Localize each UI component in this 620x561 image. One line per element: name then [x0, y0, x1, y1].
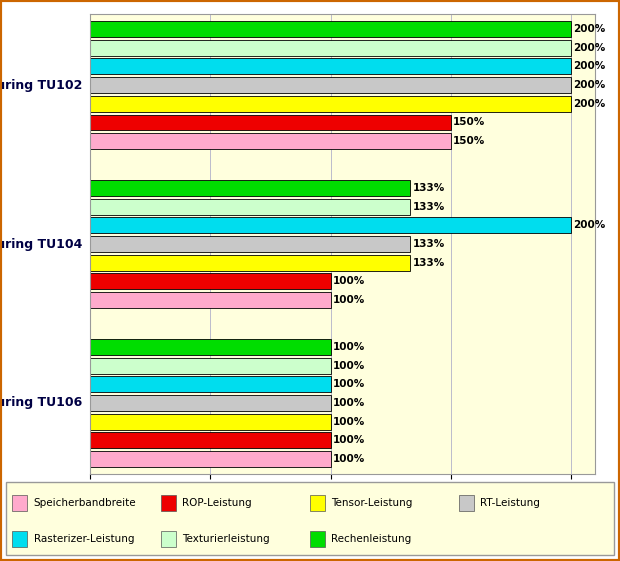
Text: 150%: 150% [453, 117, 485, 127]
Text: 200%: 200% [574, 80, 606, 90]
Bar [12, 531, 27, 548]
Bar [90, 77, 571, 93]
Bar [90, 114, 451, 130]
Bar [90, 358, 330, 374]
Bar [90, 199, 410, 214]
Text: Speicherbandbreite: Speicherbandbreite [33, 498, 136, 508]
Bar [90, 40, 571, 56]
Text: Texturierleistung: Texturierleistung [182, 534, 270, 544]
Bar [90, 395, 330, 411]
Bar [90, 339, 330, 355]
Bar [90, 451, 330, 467]
Text: 100%: 100% [333, 454, 365, 464]
Text: 100%: 100% [333, 342, 365, 352]
Text: Turing TU104: Turing TU104 [0, 237, 82, 251]
Bar [90, 180, 410, 196]
Bar [12, 495, 27, 511]
Text: 200%: 200% [574, 99, 606, 109]
Text: 100%: 100% [333, 417, 365, 427]
Bar [90, 433, 330, 448]
Bar [161, 495, 176, 511]
Text: 133%: 133% [412, 257, 445, 268]
Text: 100%: 100% [333, 398, 365, 408]
Text: 150%: 150% [453, 136, 485, 146]
Text: 100%: 100% [333, 295, 365, 305]
Text: 100%: 100% [333, 435, 365, 445]
Text: 200%: 200% [574, 61, 606, 71]
Text: 133%: 133% [412, 183, 445, 193]
Text: 100%: 100% [333, 379, 365, 389]
Bar [161, 531, 176, 548]
Text: Rasterizer-Leistung: Rasterizer-Leistung [33, 534, 134, 544]
FancyBboxPatch shape [6, 482, 614, 555]
Bar [90, 292, 330, 308]
Bar [90, 96, 571, 112]
Bar [90, 133, 451, 149]
Bar [90, 414, 330, 430]
Text: Turing TU106: Turing TU106 [0, 397, 82, 410]
Bar [459, 495, 474, 511]
Text: 133%: 133% [412, 239, 445, 249]
Text: 200%: 200% [574, 24, 606, 34]
Text: Turing TU102: Turing TU102 [0, 79, 82, 91]
Bar [90, 21, 571, 37]
Text: Tensor-Leistung: Tensor-Leistung [331, 498, 413, 508]
Bar [90, 58, 571, 75]
Text: RT-Leistung: RT-Leistung [480, 498, 540, 508]
Bar [90, 236, 410, 252]
Text: 133%: 133% [412, 201, 445, 211]
Text: 200%: 200% [574, 43, 606, 53]
Text: 100%: 100% [333, 277, 365, 287]
Bar [90, 274, 330, 289]
Bar [90, 376, 330, 392]
Text: 200%: 200% [574, 220, 606, 231]
Bar [310, 495, 325, 511]
Text: ROP-Leistung: ROP-Leistung [182, 498, 252, 508]
Bar [90, 218, 571, 233]
Text: 100%: 100% [333, 361, 365, 371]
Bar [90, 255, 410, 271]
Text: Rechenleistung: Rechenleistung [331, 534, 412, 544]
Bar [310, 531, 325, 548]
